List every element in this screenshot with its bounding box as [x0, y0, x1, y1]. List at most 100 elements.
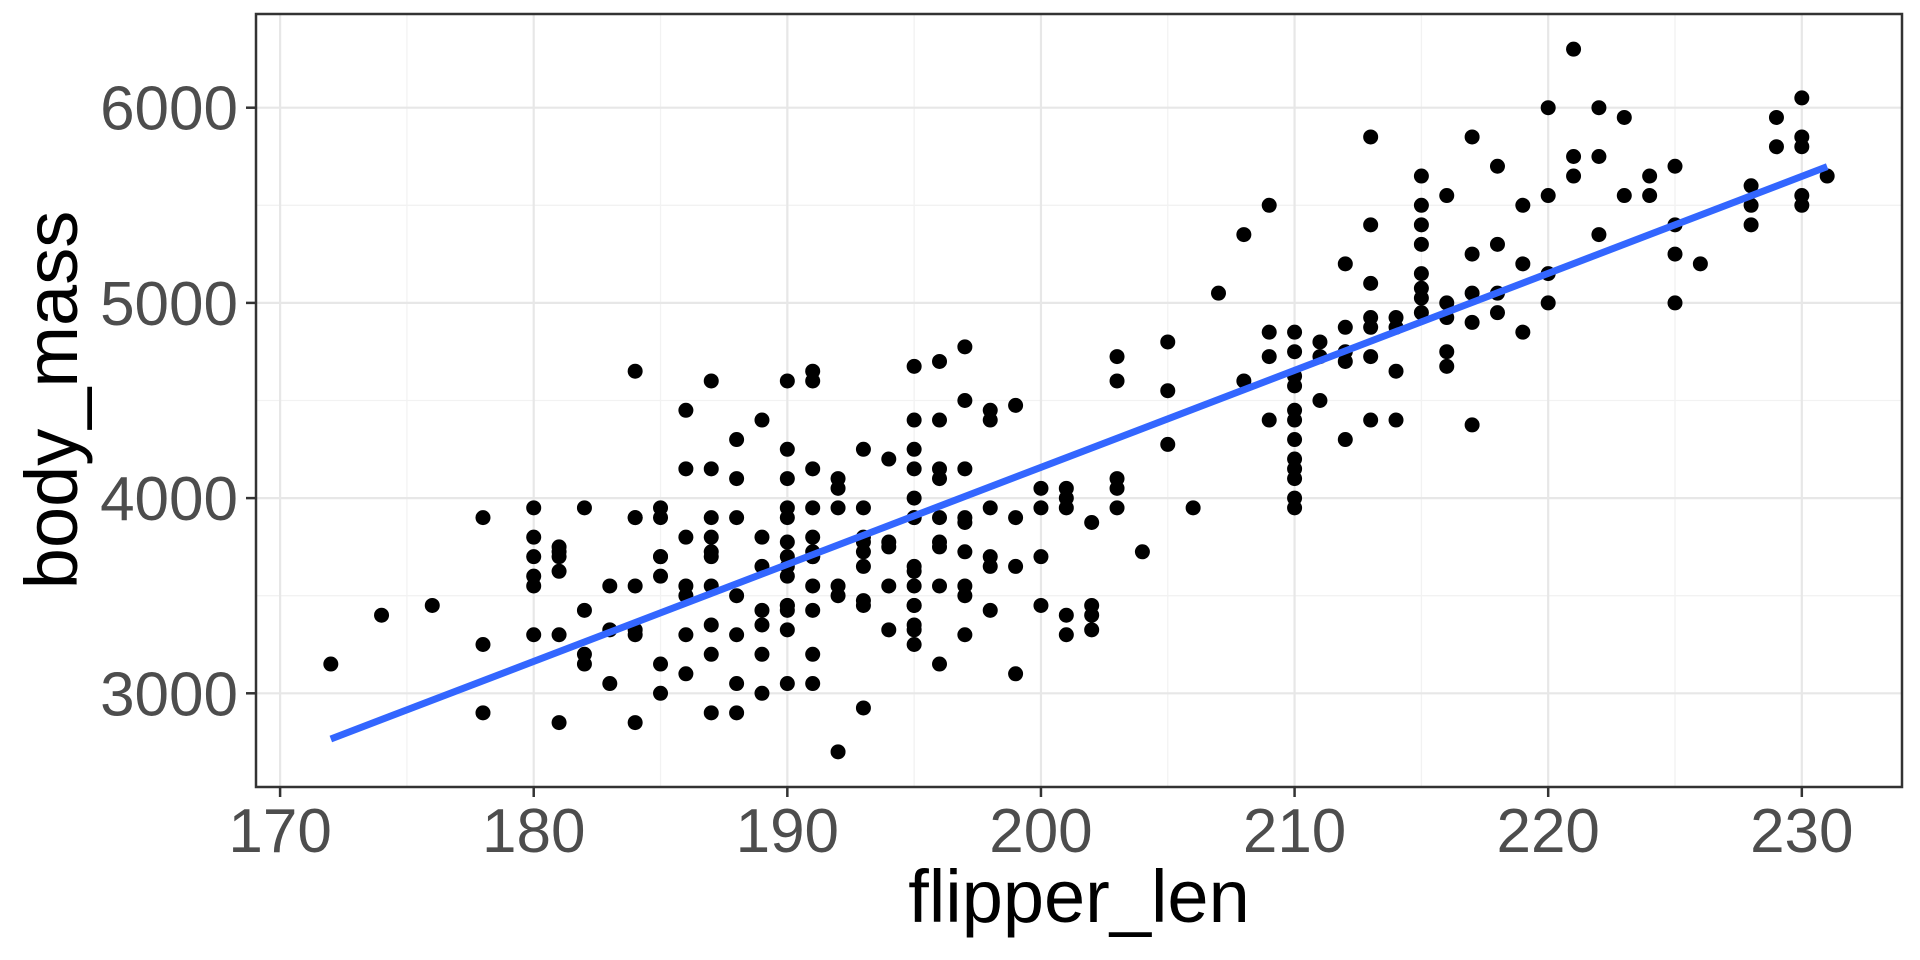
data-point	[982, 402, 998, 418]
data-point	[678, 578, 694, 594]
data-point	[1261, 349, 1277, 365]
data-point	[1566, 148, 1582, 164]
data-point	[653, 685, 669, 701]
data-point	[906, 490, 922, 506]
data-point	[957, 339, 973, 355]
x-axis-title: flipper_len	[908, 855, 1250, 938]
x-tick-label: 230	[1750, 797, 1853, 866]
data-point	[551, 544, 567, 560]
data-point	[932, 412, 948, 428]
data-point	[754, 412, 770, 428]
data-point	[1464, 246, 1480, 262]
data-point	[855, 558, 871, 574]
data-point	[703, 510, 719, 526]
data-point	[754, 529, 770, 545]
data-point	[703, 529, 719, 545]
data-point	[703, 373, 719, 389]
data-point	[1489, 305, 1505, 321]
data-point	[703, 461, 719, 477]
data-point	[1819, 168, 1835, 184]
trend-line	[329, 163, 1829, 743]
data-point	[678, 627, 694, 643]
data-point	[932, 534, 948, 550]
data-point	[1312, 393, 1328, 408]
data-point	[779, 534, 795, 550]
y-tick-label: 6000	[100, 75, 238, 144]
data-point	[906, 412, 922, 428]
data-point	[1667, 158, 1683, 174]
data-point	[906, 617, 922, 633]
data-point	[627, 627, 643, 643]
data-point	[1160, 334, 1176, 350]
data-point	[1667, 246, 1683, 262]
data-point	[1109, 373, 1125, 389]
data-point	[1287, 500, 1303, 516]
data-point	[779, 602, 795, 618]
data-point	[881, 622, 897, 638]
data-point	[703, 544, 719, 560]
data-point	[805, 529, 821, 545]
data-point	[779, 441, 795, 457]
data-point	[1337, 432, 1353, 448]
data-point	[1363, 217, 1379, 233]
data-point	[906, 358, 922, 374]
data-point	[1058, 627, 1074, 643]
data-point	[1489, 158, 1505, 174]
y-tick-label: 5000	[100, 270, 238, 339]
data-point	[374, 607, 390, 623]
data-point	[551, 715, 567, 731]
data-point	[1794, 139, 1810, 155]
data-point	[475, 705, 491, 721]
data-point	[576, 602, 592, 618]
data-point	[754, 617, 770, 633]
data-point	[1642, 188, 1658, 204]
data-point	[1312, 334, 1328, 350]
data-point	[1388, 363, 1404, 379]
data-point	[1413, 217, 1429, 233]
data-point	[653, 510, 669, 526]
data-point	[779, 471, 795, 487]
data-point	[1160, 436, 1176, 452]
data-point	[1413, 266, 1429, 282]
data-point	[627, 510, 643, 526]
data-point	[678, 461, 694, 477]
data-point	[1363, 129, 1379, 145]
data-point	[1413, 290, 1429, 306]
data-point	[957, 627, 973, 643]
data-point	[1261, 412, 1277, 428]
data-point	[551, 563, 567, 579]
x-tick-label: 210	[1243, 797, 1346, 866]
data-point	[1413, 236, 1429, 252]
data-point	[957, 393, 973, 408]
data-point	[729, 471, 745, 487]
data-point	[1540, 100, 1556, 116]
data-point	[653, 568, 669, 584]
data-point	[526, 578, 542, 594]
x-tick-label: 190	[736, 797, 839, 866]
data-point	[1515, 324, 1531, 340]
data-point	[653, 656, 669, 672]
data-point	[1337, 319, 1353, 335]
data-point	[1008, 666, 1024, 682]
data-point	[932, 510, 948, 526]
data-point	[1033, 597, 1049, 613]
data-point	[1616, 188, 1632, 204]
data-point	[1084, 622, 1100, 638]
data-point	[906, 597, 922, 613]
data-point	[830, 471, 846, 487]
data-point	[1515, 197, 1531, 213]
data-point	[1591, 148, 1607, 164]
data-point	[932, 353, 948, 369]
data-point	[982, 500, 998, 516]
data-point	[982, 602, 998, 618]
data-point	[957, 461, 973, 477]
data-point	[1008, 510, 1024, 526]
data-point	[754, 602, 770, 618]
y-tick-label: 4000	[100, 465, 238, 534]
data-point	[1566, 168, 1582, 184]
data-point	[729, 627, 745, 643]
data-point	[957, 588, 973, 604]
data-point	[1591, 100, 1607, 116]
data-point	[805, 646, 821, 662]
